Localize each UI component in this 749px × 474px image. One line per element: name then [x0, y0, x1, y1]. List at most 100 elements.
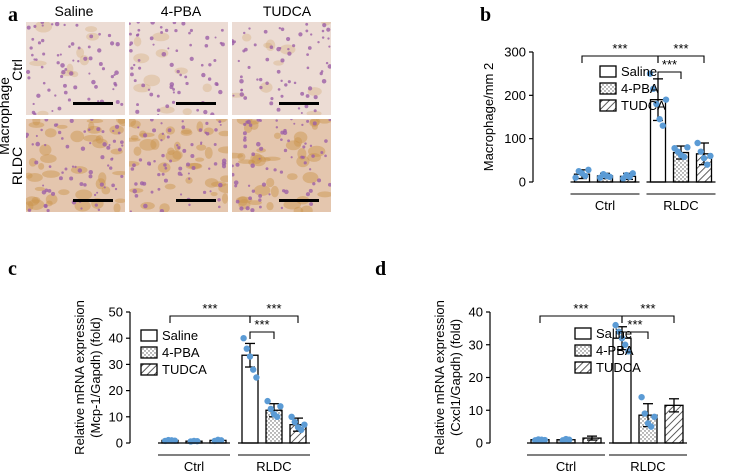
nucleus	[87, 45, 91, 49]
nucleus	[97, 208, 101, 212]
data-point	[662, 96, 670, 103]
legend-swatch	[140, 329, 158, 342]
stain-patch	[286, 173, 298, 180]
nucleus	[328, 119, 331, 122]
nucleus	[258, 194, 263, 198]
stain-patch	[195, 157, 205, 162]
stain-patch	[58, 189, 70, 196]
nucleus	[143, 203, 148, 209]
nucleus	[191, 166, 196, 171]
micrograph-rldc-tudca	[232, 119, 331, 212]
stain-patch	[248, 200, 262, 206]
nucleus	[188, 203, 191, 207]
nucleus	[47, 88, 51, 92]
nucleus	[250, 208, 255, 212]
nucleus	[51, 109, 54, 112]
nucleus	[242, 131, 247, 136]
nucleus	[243, 144, 248, 149]
nucleus	[89, 34, 94, 39]
nucleus	[40, 128, 43, 132]
nucleus	[188, 177, 191, 180]
nucleus	[129, 210, 132, 212]
nucleus	[220, 28, 224, 32]
nucleus	[217, 198, 221, 202]
nucleus	[210, 112, 215, 115]
nucleus	[100, 155, 105, 160]
nucleus	[139, 181, 145, 186]
significance-bracket	[249, 331, 275, 339]
nucleus	[224, 162, 227, 165]
nucleus	[218, 89, 223, 95]
nucleus	[248, 27, 251, 30]
nucleus	[239, 75, 243, 79]
nucleus	[326, 27, 331, 32]
nucleus	[48, 165, 52, 168]
group-label: Ctrl	[595, 198, 615, 213]
nucleus	[239, 206, 244, 211]
nucleus	[287, 139, 290, 143]
nucleus	[69, 176, 74, 181]
significance-bracket	[657, 71, 682, 79]
nucleus	[57, 130, 62, 135]
stain-patch	[29, 60, 47, 67]
stain-patch	[133, 53, 150, 64]
nucleus	[94, 203, 98, 207]
nucleus	[31, 110, 36, 115]
nucleus	[233, 40, 236, 44]
nucleus	[196, 108, 200, 112]
nucleus	[269, 101, 274, 106]
nucleus	[306, 53, 309, 57]
nucleus	[101, 67, 106, 71]
nucleus	[110, 157, 114, 161]
nucleus	[88, 170, 93, 175]
significance-label: ***	[673, 41, 688, 56]
nucleus	[207, 77, 212, 81]
nucleus	[68, 71, 74, 76]
legend-swatch	[140, 363, 158, 376]
micrograph-ctrl-saline	[26, 22, 125, 115]
nucleus	[285, 36, 291, 42]
stain-patch	[293, 137, 303, 147]
nucleus	[137, 58, 141, 62]
nucleus	[106, 145, 111, 150]
nucleus	[280, 94, 284, 98]
legend-label: TUDCA	[162, 362, 207, 377]
stain-patch	[83, 134, 101, 142]
nucleus	[35, 141, 41, 147]
nucleus	[220, 42, 225, 47]
data-point	[250, 366, 257, 373]
nucleus	[306, 66, 310, 70]
y-axis-label-line: (Cxcl1/Gapdh) (fold)	[448, 319, 463, 436]
stain-patch	[98, 172, 107, 184]
stain-patch	[26, 173, 43, 182]
nucleus	[258, 205, 262, 209]
nucleus	[200, 63, 204, 67]
nucleus	[203, 109, 208, 115]
stain-patch	[150, 138, 160, 150]
stain-patch	[133, 36, 142, 47]
nucleus	[164, 166, 168, 170]
stain-patch	[259, 82, 273, 93]
nucleus	[133, 79, 137, 83]
nucleus	[114, 70, 119, 75]
significance-label: ***	[573, 301, 588, 316]
nucleus	[276, 107, 281, 112]
row-label-rldc: RLDC	[9, 146, 25, 186]
nucleus	[114, 124, 120, 129]
nucleus	[161, 51, 167, 57]
nucleus	[107, 33, 112, 38]
stain-patch	[114, 198, 125, 204]
data-point	[684, 144, 691, 151]
stain-patch	[26, 172, 33, 179]
nucleus	[309, 144, 313, 148]
stain-patch	[242, 33, 252, 42]
nucleus	[102, 142, 107, 147]
y-tick-label: 100	[504, 131, 526, 146]
stain-patch	[101, 186, 111, 195]
nucleus	[137, 28, 141, 32]
data-point	[707, 152, 714, 160]
data-point	[288, 413, 295, 420]
nucleus	[27, 208, 32, 212]
legend-label: TUDCA	[596, 360, 641, 375]
data-point	[171, 437, 178, 444]
